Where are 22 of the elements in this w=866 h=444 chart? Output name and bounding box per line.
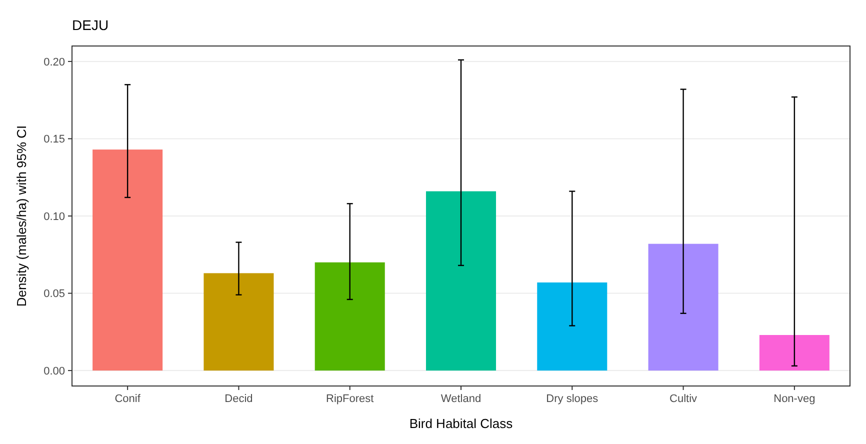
y-tick-label: 0.10	[44, 210, 65, 223]
x-axis-title: Bird Habital Class	[409, 416, 514, 431]
chart-title: DEJU	[72, 17, 109, 33]
y-tick-label: 0.05	[44, 288, 65, 300]
x-tick-label: Decid	[224, 393, 253, 405]
bar	[537, 282, 608, 371]
y-tick-label: 0.00	[44, 365, 65, 378]
bar	[759, 335, 830, 371]
bar	[204, 273, 274, 371]
bar	[92, 150, 163, 371]
x-tick-label: Wetland	[440, 393, 482, 405]
x-tick-label: Dry slopes	[546, 393, 599, 405]
y-axis-title: Density (males/ha) with 95% CI	[14, 125, 29, 307]
bar	[648, 244, 718, 371]
bar	[314, 262, 385, 371]
x-tick-label: Cultiv	[670, 393, 698, 405]
x-tick-label: RipForest	[326, 393, 374, 405]
y-tick-label: 0.15	[44, 134, 65, 146]
y-tick-label: 0.20	[44, 56, 65, 68]
x-tick-label: Conif	[114, 393, 142, 405]
bar	[426, 191, 496, 371]
x-tick-label: Non-veg	[774, 393, 816, 405]
